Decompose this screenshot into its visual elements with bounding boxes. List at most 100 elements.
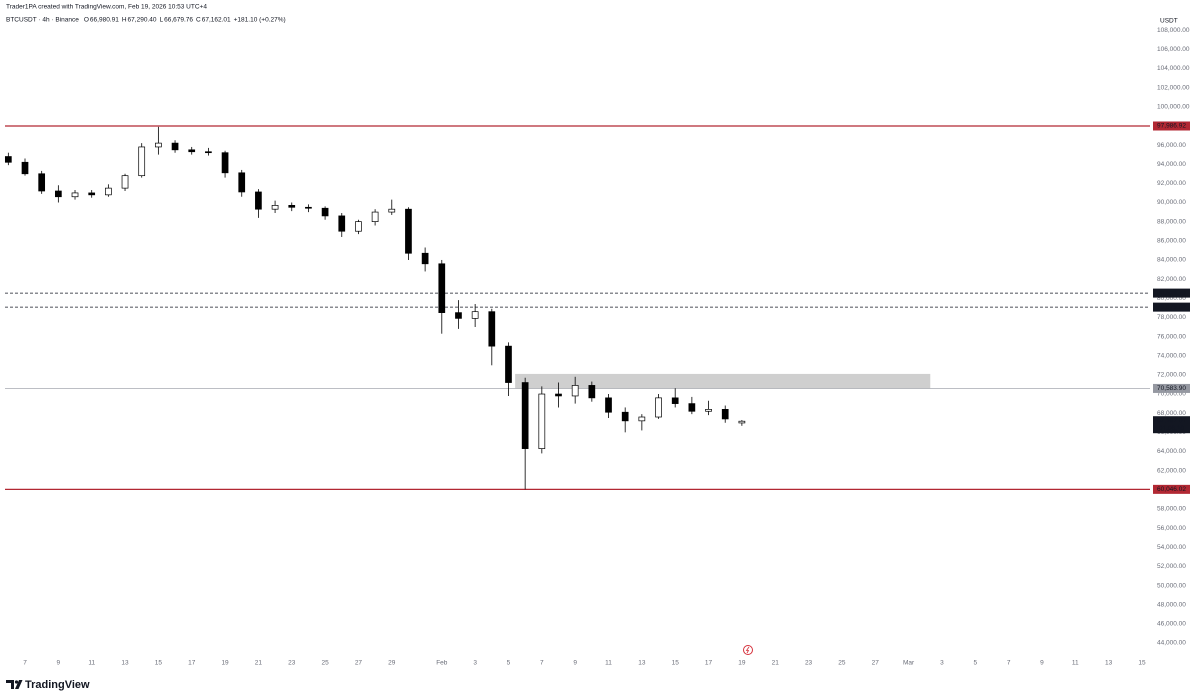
- y-tick-label: 70,000.00: [1157, 391, 1186, 398]
- legend-text: L: [159, 17, 163, 24]
- x-tick-label: Mar: [903, 660, 915, 667]
- axis-unit: USDT: [1160, 18, 1178, 25]
- y-tick-label: 92,000.00: [1157, 180, 1186, 187]
- legend-text: O: [84, 17, 89, 24]
- level-label-box: [1153, 302, 1190, 312]
- brand-logo: TradingView: [6, 679, 90, 691]
- y-tick-label: 96,000.00: [1157, 142, 1186, 149]
- plot: [4, 125, 1150, 490]
- y-tick-label: 44,000.00: [1157, 640, 1186, 647]
- y-tick-label: 74,000.00: [1157, 352, 1186, 359]
- candle-body: [55, 190, 62, 198]
- legend: BTCUSDT · 4h · Binance O 66,980.91 H 67,290.…: [6, 17, 286, 24]
- x-tick-label: 9: [573, 660, 577, 667]
- logo-dot: [14, 680, 19, 684]
- header: Trader1PA created with TradingView.com, …: [6, 4, 207, 11]
- brand: TradingView: [25, 679, 90, 691]
- candle-body: [355, 221, 362, 232]
- x-tick-label: 5: [973, 660, 977, 667]
- y-tick-label: 58,000.00: [1157, 506, 1186, 513]
- candle-body: [121, 175, 129, 189]
- x-tick-label: 25: [838, 660, 846, 667]
- y-tick-label: 86,000.00: [1157, 238, 1186, 245]
- last-price-box: [1153, 416, 1190, 434]
- x-tick-label: 25: [321, 660, 329, 667]
- x-tick-label: 3: [473, 660, 477, 667]
- y-tick-label: 52,000.00: [1157, 563, 1186, 570]
- candle-body: [555, 393, 562, 397]
- candle-body: [621, 411, 629, 422]
- event-icon[interactable]: [743, 645, 753, 655]
- y-tick-label: 48,000.00: [1157, 601, 1186, 608]
- legend-text: H: [122, 17, 127, 24]
- candle-body: [688, 403, 696, 412]
- y-tick-label: 68,000.00: [1157, 410, 1186, 417]
- x-tick-label: 27: [355, 660, 363, 667]
- legend-text: C: [196, 17, 201, 24]
- x-tick-label: 17: [188, 660, 196, 667]
- candle-body: [205, 151, 212, 154]
- y-tick-label: 62,000.00: [1157, 467, 1186, 474]
- y-tick-label: 106,000.00: [1157, 46, 1190, 53]
- x-tick-label: Feb: [436, 660, 448, 667]
- x-tick-label: 19: [221, 660, 229, 667]
- x-tick-label: 11: [605, 660, 612, 667]
- candle-body: [388, 208, 396, 213]
- candle-body: [88, 192, 96, 196]
- x-tick-label: 15: [155, 660, 163, 667]
- legend-text: 67,290.40: [128, 17, 157, 24]
- candle-body: [721, 409, 729, 420]
- x-tick-label: 7: [540, 660, 544, 667]
- candle-body: [471, 311, 479, 319]
- candle-body: [371, 211, 379, 222]
- candle-body: [671, 397, 679, 404]
- event-icon-bolt: [745, 646, 750, 654]
- candle-body: [405, 208, 412, 254]
- level-label-box: [1153, 288, 1190, 298]
- candle-body: [305, 206, 312, 209]
- y-tick-label: 76,000.00: [1157, 333, 1186, 340]
- candle-body: [321, 207, 329, 217]
- y-tick-label: 108,000.00: [1157, 27, 1190, 34]
- x-tick-label: 19: [738, 660, 746, 667]
- logo-mark: [15, 680, 23, 689]
- candle-body: [171, 142, 179, 151]
- candle-body: [155, 142, 162, 148]
- x-tick-label: 9: [57, 660, 61, 667]
- zone: [515, 373, 931, 389]
- x-tick-label: 11: [1072, 660, 1079, 667]
- level-label: 79,075.02: [1157, 304, 1186, 311]
- candle-body: [455, 312, 462, 319]
- x-tick-label: 23: [288, 660, 296, 667]
- level-label: 80,538.79: [1157, 290, 1186, 297]
- candle-body: [655, 397, 662, 418]
- level-label-box: [1153, 383, 1190, 393]
- level-label-box: [1153, 484, 1190, 494]
- candle-body: [21, 161, 29, 175]
- x-tick-label: 13: [121, 660, 129, 667]
- legend-text: 66,980.91: [90, 17, 119, 24]
- x-tick-label: 5: [507, 660, 511, 667]
- y-tick-label: 88,000.00: [1157, 218, 1186, 225]
- legend-text: 66,679.76: [164, 17, 193, 24]
- level-label: 97,986.92: [1157, 123, 1186, 130]
- y-tick-label: 72,000.00: [1157, 372, 1186, 379]
- level-label: 60,046.02: [1157, 486, 1186, 493]
- candle-body: [238, 172, 246, 193]
- candle-body: [421, 252, 429, 265]
- y-tick-label: 54,000.00: [1157, 544, 1186, 551]
- x-tick-label: 13: [1105, 660, 1113, 667]
- x-tick-label: 7: [23, 660, 27, 667]
- candle-body: [38, 173, 46, 192]
- candle-body: [4, 156, 12, 163]
- y-tick-label: 102,000.00: [1157, 84, 1190, 91]
- logo-mark: [6, 680, 14, 689]
- legend-text: BTCUSDT · 4h · Binance: [6, 17, 79, 24]
- x-tick-label: 23: [805, 660, 813, 667]
- y-tick-label: 80,000.00: [1157, 295, 1186, 302]
- y-tick-label: 90,000.00: [1157, 199, 1186, 206]
- candle-body: [438, 263, 446, 313]
- candle-body: [521, 382, 529, 449]
